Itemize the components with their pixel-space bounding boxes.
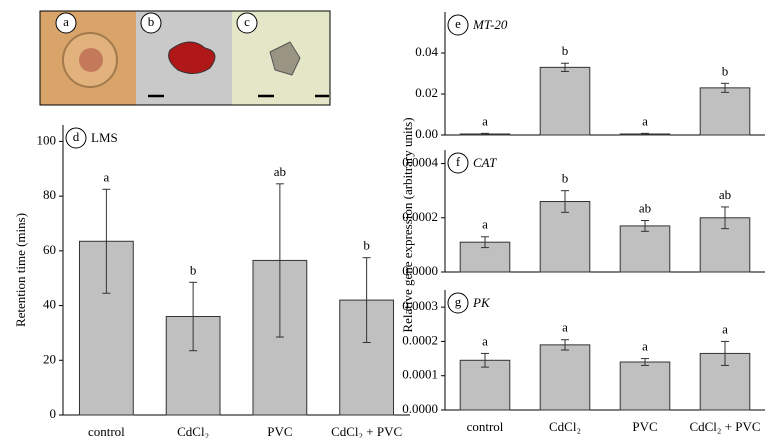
significance-letter: b (562, 43, 569, 58)
panel-label: g (455, 294, 462, 309)
y-tick-label: 0 (50, 406, 57, 421)
significance-letter: a (642, 339, 648, 354)
y-axis-label: Retention time (mins) (13, 213, 28, 327)
significance-letter: b (363, 238, 370, 253)
chart-title: LMS (91, 130, 118, 145)
significance-letter: a (482, 217, 488, 232)
y-tick-label: 0.0004 (402, 155, 438, 170)
y-tick-label: 0.0002 (402, 332, 438, 347)
panel-label: d (73, 129, 80, 144)
micrographs: a b c (40, 11, 330, 105)
y-tick-label: 0.02 (415, 85, 438, 100)
significance-letter: b (190, 262, 197, 277)
significance-letter: ab (639, 200, 651, 215)
y-tick-label: 100 (37, 132, 57, 147)
panel-label: f (456, 154, 461, 169)
significance-letter: a (482, 333, 488, 348)
nucleus (79, 48, 103, 72)
y-tick-label: 80 (43, 187, 56, 202)
significance-letter: ab (274, 164, 286, 179)
significance-letter: b (562, 171, 569, 186)
significance-letter: a (722, 321, 728, 336)
y-tick-label: 0.0000 (402, 263, 438, 278)
x-tick-label: CdCl₂ + PVC (689, 419, 760, 434)
x-tick-label: CdCl₂ (549, 419, 581, 434)
significance-letter: a (103, 169, 109, 184)
bar (540, 67, 590, 135)
y-tick-label: 0.04 (415, 44, 438, 59)
x-tick-label: PVC (632, 419, 657, 434)
y-tick-label: 0.0003 (402, 298, 438, 313)
figure: a b c Relative gene expression (arbitrar… (0, 0, 769, 438)
panel-label: e (455, 16, 461, 31)
significance-letter: a (642, 113, 648, 128)
panel-label: b (148, 14, 155, 29)
bar (620, 362, 670, 410)
significance-letter: a (482, 113, 488, 128)
page: {"images": [{"label": "a"}, {"label": "b… (0, 0, 769, 438)
panel-label: c (244, 14, 250, 29)
y-tick-label: 60 (43, 242, 56, 257)
y-tick-label: 40 (43, 297, 56, 312)
x-tick-label: PVC (267, 424, 292, 438)
y-tick-label: 0.0002 (402, 209, 438, 224)
panel-label: a (63, 14, 69, 29)
bar (700, 88, 750, 135)
chart-title: CAT (473, 155, 497, 170)
chart-title: PK (472, 295, 491, 310)
y-tick-label: 0.00 (415, 126, 438, 141)
y-tick-label: 20 (43, 351, 56, 366)
x-tick-label: CdCl₂ + PVC (331, 424, 402, 438)
bar (620, 226, 670, 272)
bar (460, 360, 510, 410)
x-tick-label: control (467, 419, 504, 434)
x-tick-label: control (88, 424, 125, 438)
y-tick-label: 0.0001 (402, 367, 438, 382)
significance-letter: b (722, 63, 729, 78)
chart-title: MT-20 (472, 17, 508, 32)
bar (540, 345, 590, 410)
x-tick-label: CdCl₂ (177, 424, 209, 438)
significance-letter: ab (719, 187, 731, 202)
y-tick-label: 0.0000 (402, 401, 438, 416)
significance-letter: a (562, 320, 568, 335)
